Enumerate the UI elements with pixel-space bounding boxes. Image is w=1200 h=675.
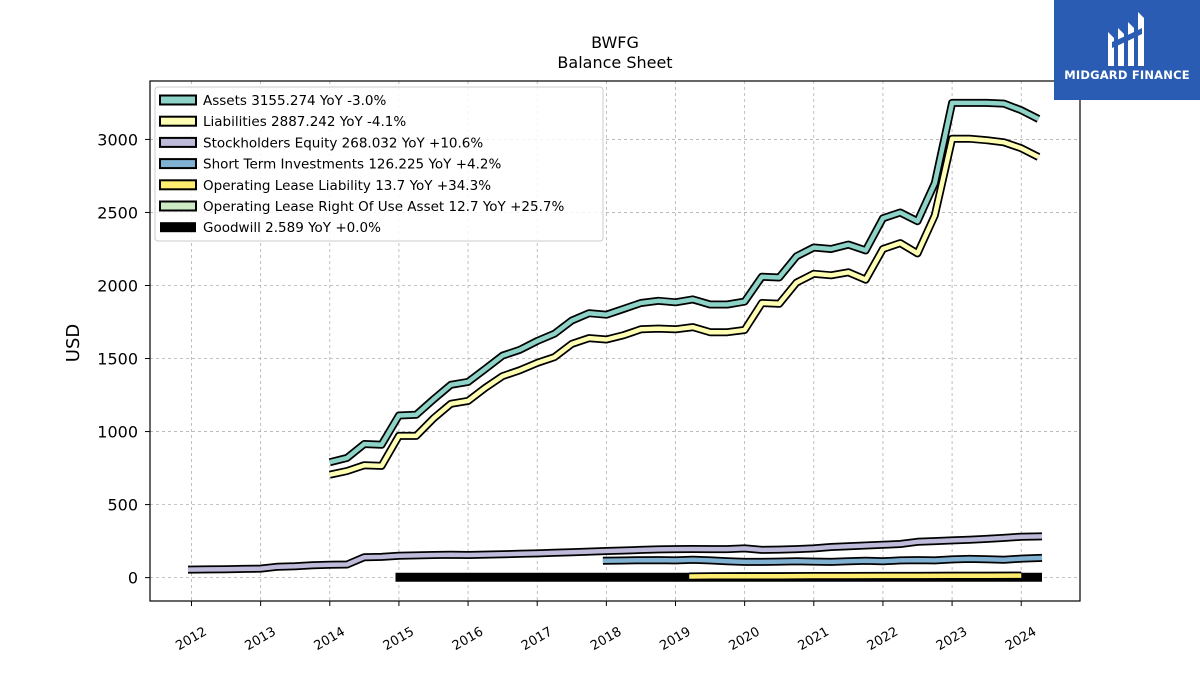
legend-label-operating-lease-liability: Operating Lease Liability 13.7 YoY +34.3… [203,178,491,194]
x-axis-ticks: 2012 2013 2014 2015 2016 2017 2018 2019 2020 2021… [173,601,1039,654]
chart-subtitle: Balance Sheet [557,53,672,72]
x-tick-label: 2019 [657,624,693,654]
y-tick-label: 0 [128,569,138,588]
y-tick-label: 1000 [97,423,138,442]
legend-swatch-stockholders-equity [159,136,197,148]
x-tick-label: 2018 [588,624,624,654]
legend-label-short-term-investments: Short Term Investments 126.225 YoY +4.2% [203,157,501,173]
legend-swatch-operating-lease-right-of-use-asset [159,200,197,212]
x-tick-label: 2012 [173,624,209,654]
series-line-short-term-investments [602,555,1043,565]
x-tick-label: 2020 [726,624,762,654]
y-axis-ticks: 0 500 1000 1500 2000 2500 3000 [97,130,150,588]
series-line-operating-lease-liability [689,573,1022,579]
series-line-stockholders-equity [187,534,1043,572]
legend-label-stockholders-equity: Stockholders Equity 268.032 YoY +10.6% [203,135,483,151]
legend-frame [154,86,604,242]
legend-label-liabilities: Liabilities 2887.242 YoY -4.1% [203,114,406,130]
series-lines [187,98,1043,582]
legend-label-assets: Assets 3155.274 YoY -3.0% [203,93,387,109]
y-axis-label: USD [63,324,84,362]
chart-title: BWFG [591,33,639,52]
y-tick-label: 2000 [97,276,138,295]
legend-swatch-operating-lease-liability [159,179,197,191]
legend-swatch-assets [159,94,197,106]
x-tick-label: 2023 [934,624,970,654]
legend-swatch-short-term-investments [159,158,197,170]
y-tick-label: 3000 [97,130,138,149]
x-tick-label: 2015 [381,624,417,654]
legend-swatch-goodwill [160,222,196,233]
x-tick-label: 2021 [796,624,832,654]
brand-name: MIDGARD FINANCE [1064,68,1190,82]
x-tick-label: 2016 [450,624,486,654]
y-tick-label: 2500 [97,203,138,222]
plot-area-frame [149,80,1081,602]
x-tick-label: 2017 [519,624,555,654]
brand-logo: MIDGARD FINANCE [1054,0,1200,100]
series-line-liabilities [329,136,1040,477]
y-tick-label: 1500 [97,350,138,369]
x-tick-label: 2014 [312,624,348,654]
chart-legend: Assets 3155.274 YoY -3.0% Liabilities 288… [154,86,604,242]
x-tick-label: 2022 [865,624,901,654]
x-tick-label: 2013 [242,624,278,654]
legend-label-goodwill: Goodwill 2.589 YoY +0.0% [203,220,381,236]
legend-swatch-liabilities [159,115,197,127]
y-tick-label: 500 [107,496,138,515]
legend-label-operating-lease-right-of-use-asset: Operating Lease Right Of Use Asset 12.7 … [203,199,564,215]
x-tick-label: 2024 [1003,624,1039,654]
midgard-logo-icon [1108,12,1144,66]
series-line-assets [329,100,1040,465]
